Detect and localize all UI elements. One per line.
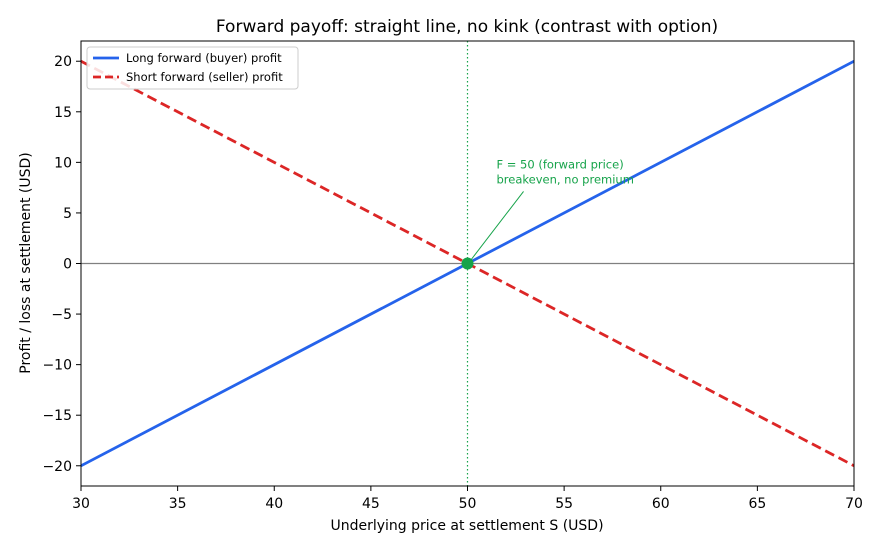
- y-tick-label: −5: [51, 307, 72, 323]
- x-tick-label: 50: [459, 496, 477, 512]
- annotation-arrow: [470, 191, 524, 261]
- annotation-text: breakeven, no premium: [496, 172, 633, 186]
- legend-box: [86, 46, 299, 90]
- y-tick-label: 15: [54, 105, 72, 121]
- x-tick-label: 65: [748, 496, 766, 512]
- y-tick-label: 5: [63, 206, 72, 222]
- x-axis-title: Underlying price at settlement S (USD): [330, 518, 603, 534]
- y-tick-label: 10: [54, 155, 72, 171]
- x-tick-label: 40: [265, 496, 283, 512]
- y-tick-label: 0: [63, 257, 72, 273]
- axis-ticks: 30 35 40 45 50 55 60 65 70 −20 −15 −10 −5 0 5 10 15 20: [42, 54, 862, 512]
- legend: Long forward (buyer) profit Short forward…: [86, 46, 299, 90]
- y-axis-title: Profit / loss at settlement (USD): [18, 152, 34, 373]
- chart-title: Forward payoff: straight line, no kink (…: [216, 17, 718, 37]
- x-tick-label: 30: [72, 496, 90, 512]
- x-tick-label: 60: [652, 496, 670, 512]
- x-tick-label: 55: [555, 496, 573, 512]
- x-tick-label: 35: [169, 496, 187, 512]
- y-tick-label: −15: [42, 408, 72, 424]
- annotation-text: F = 50 (forward price): [496, 157, 623, 171]
- breakeven-marker: [461, 257, 474, 270]
- y-tick-label: −20: [42, 459, 72, 475]
- legend-label: Short forward (seller) profit: [126, 70, 283, 84]
- x-tick-label: 70: [845, 496, 863, 512]
- y-tick-label: −10: [42, 358, 72, 374]
- legend-label: Long forward (buyer) profit: [126, 51, 282, 65]
- y-tick-label: 20: [54, 54, 72, 70]
- x-tick-label: 45: [362, 496, 380, 512]
